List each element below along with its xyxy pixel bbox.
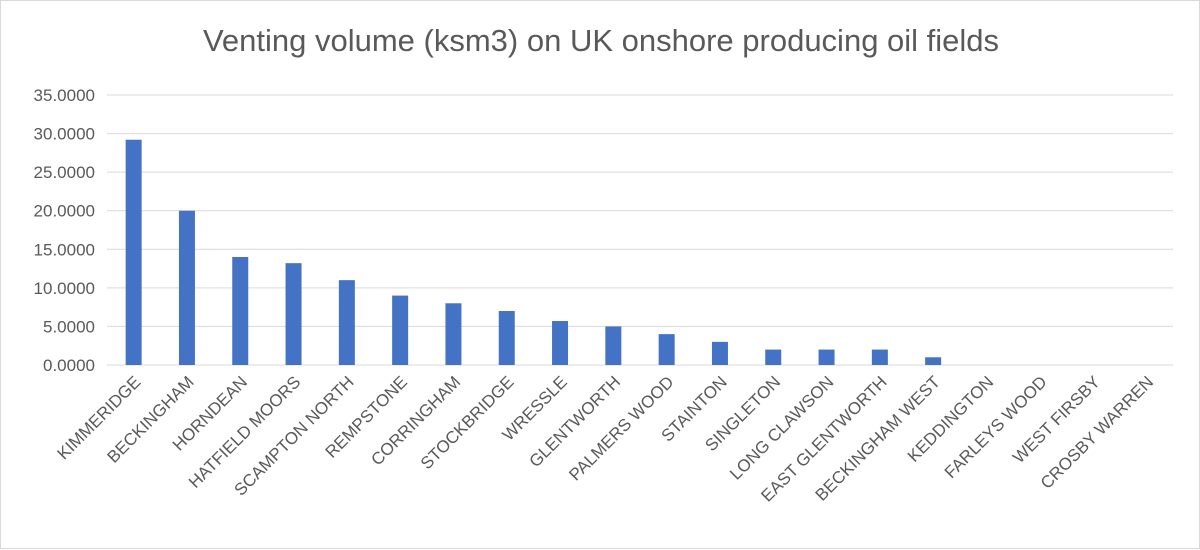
x-category-label: FARLEYS WOOD xyxy=(941,372,1051,482)
y-tick-label: 0.0000 xyxy=(43,356,95,375)
bars xyxy=(125,139,942,365)
bar xyxy=(658,334,675,365)
x-category-label: STOCKBRIDGE xyxy=(417,372,518,473)
x-category-label: GLENTWORTH xyxy=(525,372,624,471)
y-tick-label: 25.0000 xyxy=(34,163,95,182)
bar xyxy=(285,263,302,365)
bar xyxy=(232,257,249,365)
y-tick-label: 10.0000 xyxy=(34,279,95,298)
bar xyxy=(498,311,515,365)
chart-title: Venting volume (ksm3) on UK onshore prod… xyxy=(202,23,1000,58)
y-tick-label: 5.0000 xyxy=(43,317,95,336)
bar xyxy=(765,349,782,365)
bar xyxy=(871,349,888,365)
bar xyxy=(552,321,569,365)
gridlines xyxy=(107,94,1173,366)
bar xyxy=(818,349,835,365)
bar xyxy=(445,303,462,365)
bar xyxy=(178,210,195,365)
y-tick-label: 35.0000 xyxy=(34,86,95,105)
bar xyxy=(125,139,142,365)
bar xyxy=(392,295,409,365)
bar xyxy=(338,280,355,365)
bar xyxy=(605,326,622,365)
y-tick-label: 30.0000 xyxy=(34,125,95,144)
bar xyxy=(711,341,728,365)
y-tick-label: 20.0000 xyxy=(34,202,95,221)
bar xyxy=(925,357,942,365)
y-tick-label: 15.0000 xyxy=(34,240,95,259)
y-axis-tick-labels: 0.0000 5.0000 10.0000 15.0000 20.0000 25.0000… xyxy=(34,86,95,375)
